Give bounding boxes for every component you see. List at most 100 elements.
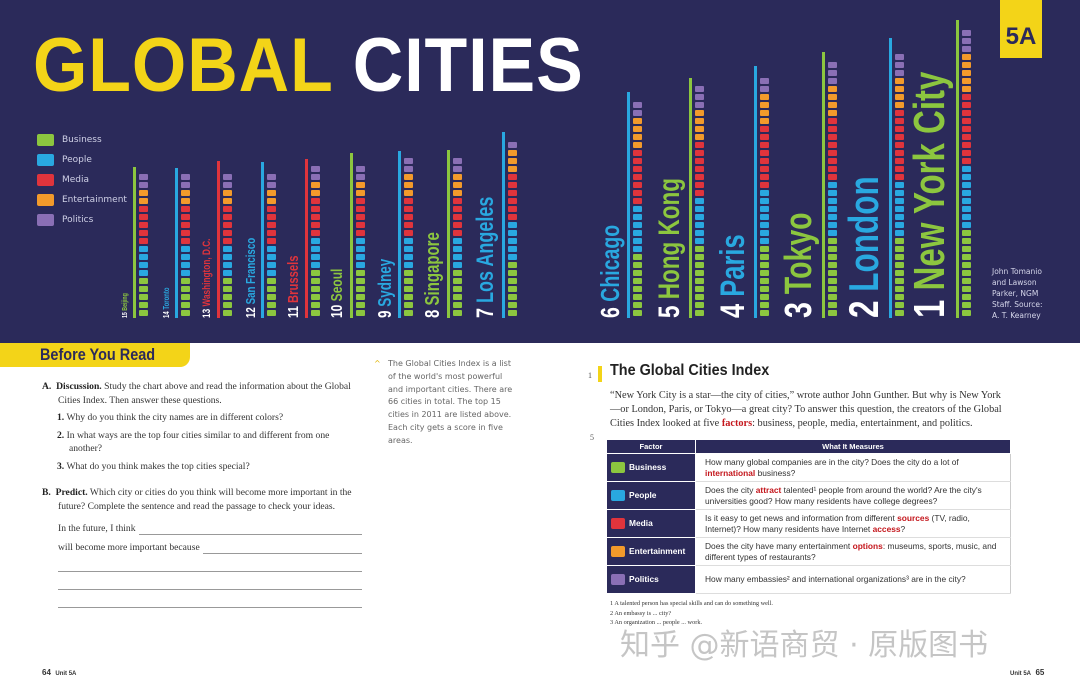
score-icon xyxy=(633,278,642,284)
score-icon xyxy=(508,206,517,212)
score-icon xyxy=(181,246,190,252)
score-icon xyxy=(895,110,904,116)
table-row: Politics How many embassies² and interna… xyxy=(606,565,1011,594)
measure-cell: Does the city attract talented¹ people f… xyxy=(695,481,1011,510)
score-icon xyxy=(895,126,904,132)
score-icon xyxy=(404,262,413,268)
measure-cell: Is it easy to get news and information f… xyxy=(695,509,1011,538)
score-icon xyxy=(695,126,704,132)
question-2: 2. In what ways are the top four cities … xyxy=(57,429,330,455)
score-icon xyxy=(508,262,517,268)
score-icon xyxy=(760,174,769,180)
score-icon xyxy=(267,270,276,276)
score-icon xyxy=(828,246,837,252)
score-icon xyxy=(633,166,642,172)
page-footer-right: Unit 5A 65 xyxy=(1010,668,1045,677)
score-icon xyxy=(760,126,769,132)
score-icon xyxy=(356,310,365,316)
score-icon xyxy=(962,94,971,100)
score-icon xyxy=(453,174,462,180)
score-icon xyxy=(223,302,232,308)
score-icon xyxy=(453,230,462,236)
score-icon xyxy=(311,230,320,236)
answer-line[interactable] xyxy=(202,536,362,554)
score-icon xyxy=(828,78,837,84)
answer-line[interactable] xyxy=(58,554,362,572)
score-icon xyxy=(895,78,904,84)
score-icon xyxy=(508,142,517,148)
score-icon xyxy=(508,198,517,204)
score-icon xyxy=(311,246,320,252)
score-icon xyxy=(962,166,971,172)
score-icon xyxy=(633,310,642,316)
score-icon xyxy=(633,214,642,220)
score-icon xyxy=(695,110,704,116)
answer-line[interactable] xyxy=(58,572,362,590)
score-icon xyxy=(695,286,704,292)
legend-label: Business xyxy=(62,135,102,145)
score-icon xyxy=(633,126,642,132)
score-icon xyxy=(404,246,413,252)
score-icon xyxy=(695,270,704,276)
media-icon xyxy=(611,518,625,530)
score-icon xyxy=(633,206,642,212)
score-icon xyxy=(962,78,971,84)
score-icon xyxy=(223,262,232,268)
score-icon xyxy=(828,126,837,132)
score-icon xyxy=(181,230,190,236)
city-label: 12 San Francisco xyxy=(243,237,258,318)
footnote: 2 An embassy is ... city? xyxy=(610,609,672,617)
score-icon xyxy=(633,110,642,116)
score-icon xyxy=(508,246,517,252)
score-icon xyxy=(508,238,517,244)
score-icon xyxy=(267,278,276,284)
score-icon xyxy=(828,206,837,212)
score-icon xyxy=(695,246,704,252)
score-icon xyxy=(895,94,904,100)
score-icon xyxy=(139,278,148,284)
legend-item: Business xyxy=(37,130,127,150)
score-icon xyxy=(181,174,190,180)
measure-cell: How many global companies are in the cit… xyxy=(695,453,1011,482)
score-icon xyxy=(453,286,462,292)
score-icon xyxy=(633,230,642,236)
score-icon xyxy=(223,270,232,276)
score-icon xyxy=(760,246,769,252)
score-icon xyxy=(404,294,413,300)
infographic-banner: GLOBAL CITIES 5A Business People Media Ente… xyxy=(0,0,1080,343)
score-icon xyxy=(267,190,276,196)
title-marker xyxy=(598,366,602,382)
credit: John Tomanio and Lawson Parker, NGM Staf… xyxy=(992,267,1043,320)
score-icon xyxy=(695,206,704,212)
measure-cell: Does the city have many entertainment op… xyxy=(695,537,1011,566)
line-number: 1 xyxy=(588,371,592,380)
score-icon xyxy=(695,310,704,316)
score-icon xyxy=(895,214,904,220)
score-icon xyxy=(181,278,190,284)
score-icon xyxy=(453,214,462,220)
score-icon xyxy=(267,182,276,188)
score-icon xyxy=(139,238,148,244)
score-icon xyxy=(828,102,837,108)
city-bar xyxy=(398,151,401,318)
city-label: 14 Toronto xyxy=(162,287,171,318)
city-bar xyxy=(956,20,959,318)
score-icon xyxy=(404,174,413,180)
score-icon xyxy=(828,174,837,180)
score-icon xyxy=(760,150,769,156)
score-icon xyxy=(453,190,462,196)
score-icon xyxy=(508,286,517,292)
score-icon xyxy=(828,62,837,68)
score-icon xyxy=(139,286,148,292)
score-icon xyxy=(760,182,769,188)
score-icon xyxy=(453,246,462,252)
score-icon xyxy=(633,150,642,156)
score-icon xyxy=(828,294,837,300)
score-icon xyxy=(181,294,190,300)
answer-line[interactable] xyxy=(58,590,362,608)
score-icon xyxy=(453,270,462,276)
reading-title: The Global Cities Index xyxy=(610,362,770,379)
score-icon xyxy=(508,230,517,236)
answer-line[interactable] xyxy=(138,517,362,535)
city-bar xyxy=(350,153,353,318)
